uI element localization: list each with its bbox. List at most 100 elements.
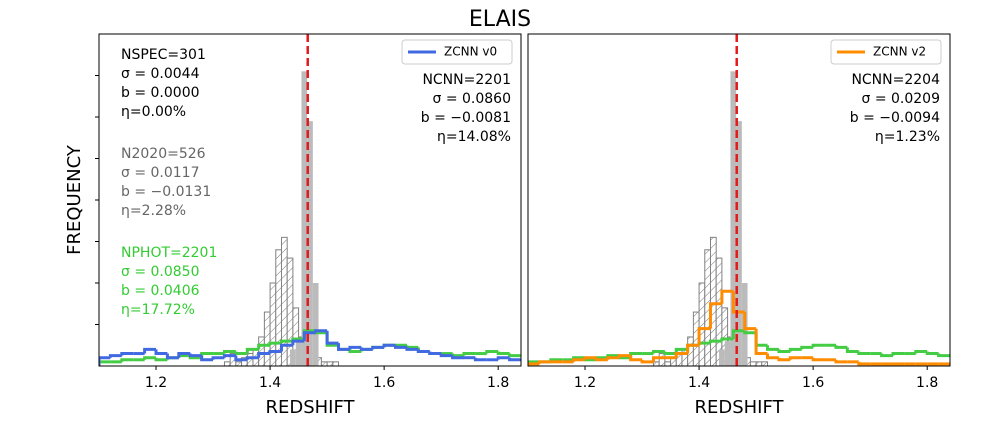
histogram-bar: [326, 361, 334, 366]
histogram-step: [314, 329, 328, 333]
histogram-step: [651, 349, 665, 354]
histogram-step: [845, 347, 859, 353]
annotation: NCNN=2204: [851, 72, 940, 88]
histogram-step: [731, 329, 745, 340]
histogram-step: [325, 330, 339, 345]
histogram-step: [708, 339, 722, 344]
histogram-step: [337, 343, 350, 351]
histogram-bar: [709, 236, 717, 366]
histogram-step: [268, 341, 282, 346]
histogram-step: [279, 339, 293, 344]
histogram-step: [302, 331, 316, 342]
histogram-bar: [307, 121, 313, 366]
histogram-step: [674, 352, 688, 358]
histogram-step: [348, 345, 362, 350]
annotation: σ = 0.0117: [121, 165, 200, 181]
histogram-step: [99, 360, 111, 366]
histogram-step: [708, 302, 722, 329]
histogram-step: [234, 355, 248, 362]
histogram-step: [508, 357, 521, 362]
histogram-bar: [698, 282, 706, 366]
annotation: b = −0.0094: [850, 110, 940, 126]
histogram-step: [371, 345, 385, 350]
histogram-step: [651, 356, 665, 362]
histogram-bar: [724, 341, 731, 366]
histogram-step: [743, 312, 757, 331]
annotation: b = −0.0131: [121, 184, 211, 200]
histogram-step: [777, 349, 791, 353]
x-tick-label: 1.4: [688, 375, 710, 391]
histogram-step: [891, 352, 905, 356]
histogram-bar: [749, 361, 757, 366]
histogram-step: [154, 357, 168, 362]
y-axis-label: FREQUENCY: [64, 144, 85, 255]
histogram-bar: [664, 361, 672, 366]
histogram-step: [811, 357, 825, 362]
histogram-step: [428, 351, 442, 356]
histogram-step: [857, 361, 871, 366]
annotation: σ = 0.0850: [121, 264, 200, 280]
histogram-step: [485, 349, 499, 354]
legend-label: ZCNN v0: [444, 45, 497, 59]
histogram-bar: [719, 349, 725, 366]
histogram-step: [211, 356, 225, 360]
legend-box: [830, 39, 942, 65]
histogram-step: [348, 349, 362, 353]
histogram-step: [766, 345, 779, 351]
histogram-step: [451, 355, 464, 360]
histogram-step: [537, 360, 551, 364]
annotation: η=17.72%: [121, 302, 195, 318]
histogram-step: [416, 349, 430, 353]
histogram-step: [617, 354, 631, 358]
histogram-step: [697, 327, 711, 346]
histogram-step: [686, 343, 700, 354]
histogram-step: [583, 356, 597, 360]
histogram-step: [754, 328, 768, 356]
annotation: σ = 0.0860: [433, 91, 512, 107]
histogram-bar: [658, 353, 666, 366]
histogram-step: [800, 345, 814, 350]
x-tick-label: 1.8: [487, 375, 509, 391]
histogram-bar: [301, 71, 308, 366]
histogram-step: [245, 356, 259, 360]
x-tick-label: 1.2: [574, 375, 596, 391]
annotation: NCNN=2201: [422, 72, 511, 88]
histogram-step: [606, 356, 620, 360]
histogram-step: [640, 359, 654, 364]
histogram-step: [382, 343, 396, 348]
histogram-step: [188, 353, 202, 358]
histogram-step: [743, 330, 757, 335]
histogram-step: [108, 354, 122, 358]
histogram-step: [629, 352, 643, 358]
annotation: b = −0.0081: [421, 110, 511, 126]
histogram-step: [594, 357, 608, 362]
histogram-step: [720, 289, 734, 304]
histogram-bar: [730, 71, 737, 366]
histogram-step: [222, 349, 236, 354]
histogram-step: [405, 345, 419, 349]
histogram-bar: [290, 349, 296, 366]
histogram-step: [788, 356, 802, 360]
histogram-step: [880, 353, 893, 358]
histogram-step: [143, 356, 157, 360]
histogram-step: [496, 351, 510, 356]
histogram-bar: [761, 361, 769, 366]
histogram-step: [405, 347, 419, 351]
histogram-step: [528, 362, 540, 366]
histogram-step: [629, 355, 643, 362]
histogram-step: [394, 345, 407, 349]
histogram-step: [200, 355, 214, 362]
x-axis-label: REDSHIFT: [265, 397, 355, 418]
histogram-step: [462, 352, 476, 356]
annotation: σ = 0.0044: [121, 66, 200, 82]
x-tick-label: 1.8: [916, 375, 938, 391]
histogram-step: [439, 353, 453, 358]
histogram-step: [766, 353, 779, 360]
histogram-step: [451, 353, 464, 358]
annotation: η=14.08%: [437, 129, 511, 145]
histogram-step: [234, 351, 248, 356]
histogram-bar: [295, 341, 302, 366]
histogram-step: [257, 343, 271, 350]
histogram-step: [222, 354, 236, 358]
histogram-step: [291, 339, 305, 346]
